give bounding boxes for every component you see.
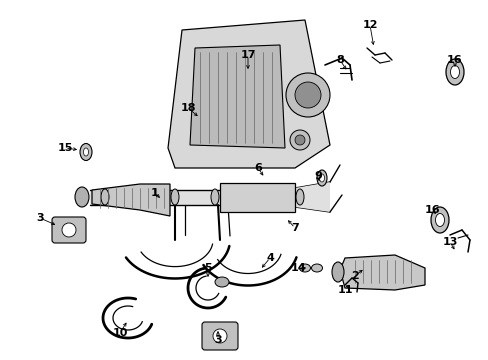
Circle shape (62, 223, 76, 237)
Ellipse shape (83, 148, 88, 156)
Text: 17: 17 (240, 50, 255, 60)
Ellipse shape (445, 59, 463, 85)
Text: 5: 5 (204, 263, 211, 273)
Ellipse shape (299, 264, 310, 272)
Text: 15: 15 (57, 143, 73, 153)
Text: 16: 16 (423, 205, 439, 215)
Text: 16: 16 (446, 55, 462, 65)
Text: 1: 1 (151, 188, 159, 198)
Ellipse shape (215, 277, 228, 287)
Text: 8: 8 (335, 55, 343, 65)
Circle shape (294, 82, 320, 108)
Text: 7: 7 (290, 223, 298, 233)
Ellipse shape (430, 207, 448, 233)
Text: 9: 9 (313, 171, 321, 181)
Ellipse shape (449, 66, 459, 78)
Polygon shape (168, 20, 329, 168)
Text: 10: 10 (112, 328, 127, 338)
Ellipse shape (295, 189, 304, 205)
Text: 3: 3 (36, 213, 44, 223)
Ellipse shape (435, 213, 444, 226)
Ellipse shape (101, 189, 109, 205)
Text: 6: 6 (254, 163, 262, 173)
Ellipse shape (331, 262, 343, 282)
Ellipse shape (210, 189, 219, 205)
Text: 2: 2 (350, 271, 358, 281)
Circle shape (294, 135, 305, 145)
Ellipse shape (75, 187, 89, 207)
Ellipse shape (171, 189, 179, 205)
Bar (90, 190, 309, 205)
Polygon shape (294, 182, 329, 212)
Circle shape (213, 329, 226, 343)
Bar (220, 183, 294, 212)
Polygon shape (92, 184, 170, 216)
Ellipse shape (319, 174, 324, 182)
Polygon shape (190, 45, 285, 148)
Text: 11: 11 (337, 285, 352, 295)
FancyBboxPatch shape (52, 217, 86, 243)
Text: 14: 14 (289, 263, 305, 273)
Ellipse shape (80, 144, 92, 161)
Text: 12: 12 (362, 20, 377, 30)
Text: 4: 4 (265, 253, 273, 263)
FancyBboxPatch shape (202, 322, 238, 350)
Circle shape (289, 130, 309, 150)
Text: 18: 18 (180, 103, 195, 113)
Text: 3: 3 (214, 335, 222, 345)
Circle shape (285, 73, 329, 117)
Ellipse shape (316, 170, 326, 186)
Ellipse shape (311, 264, 322, 272)
Polygon shape (339, 255, 424, 290)
Text: 13: 13 (442, 237, 457, 247)
